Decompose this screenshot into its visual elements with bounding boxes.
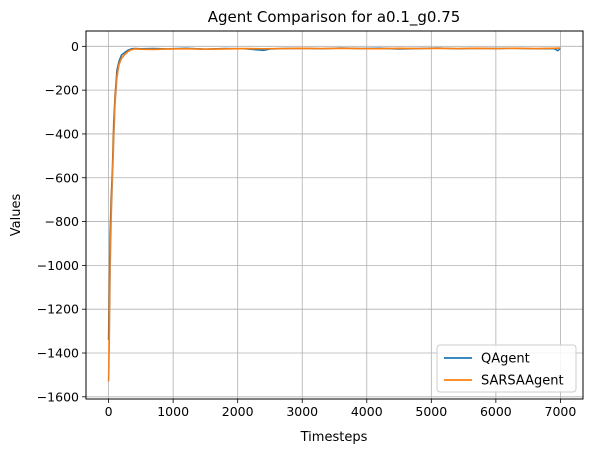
x-tick-label: 1000 (157, 404, 189, 419)
legend-label: QAgent (481, 352, 530, 367)
y-tick-label: −200 (45, 83, 79, 98)
legend: QAgent SARSAAgent (436, 344, 577, 393)
series-line-sarsaagent (107, 47, 561, 382)
series-line-qagent (107, 47, 561, 340)
y-axis-ticks: 0 −200 −400 −600 −800 −1000 −1200 −1400 −1600 (37, 39, 86, 404)
y-tick-label: −800 (45, 214, 79, 229)
x-tick-label: 2000 (222, 404, 254, 419)
y-tick-label: −1400 (37, 346, 79, 361)
x-axis-ticks: 0 1000 2000 3000 4000 5000 6000 7000 (105, 399, 577, 419)
chart-title: Agent Comparison for a0.1_g0.75 (208, 8, 461, 27)
series-lines (107, 47, 561, 382)
y-tick-label: −400 (45, 126, 79, 141)
grid (86, 31, 583, 399)
y-tick-label: 0 (71, 39, 79, 54)
plot-frame (85, 30, 584, 400)
y-tick-label: −1200 (37, 302, 79, 317)
legend-label: SARSAAgent (481, 374, 564, 389)
x-tick-label: 3000 (286, 404, 318, 419)
x-tick-label: 0 (105, 404, 113, 419)
y-tick-label: −600 (45, 170, 79, 185)
y-tick-label: −1600 (37, 389, 79, 404)
x-tick-label: 7000 (545, 404, 577, 419)
y-axis-label: Values (9, 194, 24, 237)
x-tick-label: 6000 (480, 404, 512, 419)
y-tick-label: −1000 (37, 258, 79, 273)
x-tick-label: 5000 (415, 404, 447, 419)
x-tick-label: 4000 (351, 404, 383, 419)
x-axis-label: Timesteps (300, 430, 368, 445)
